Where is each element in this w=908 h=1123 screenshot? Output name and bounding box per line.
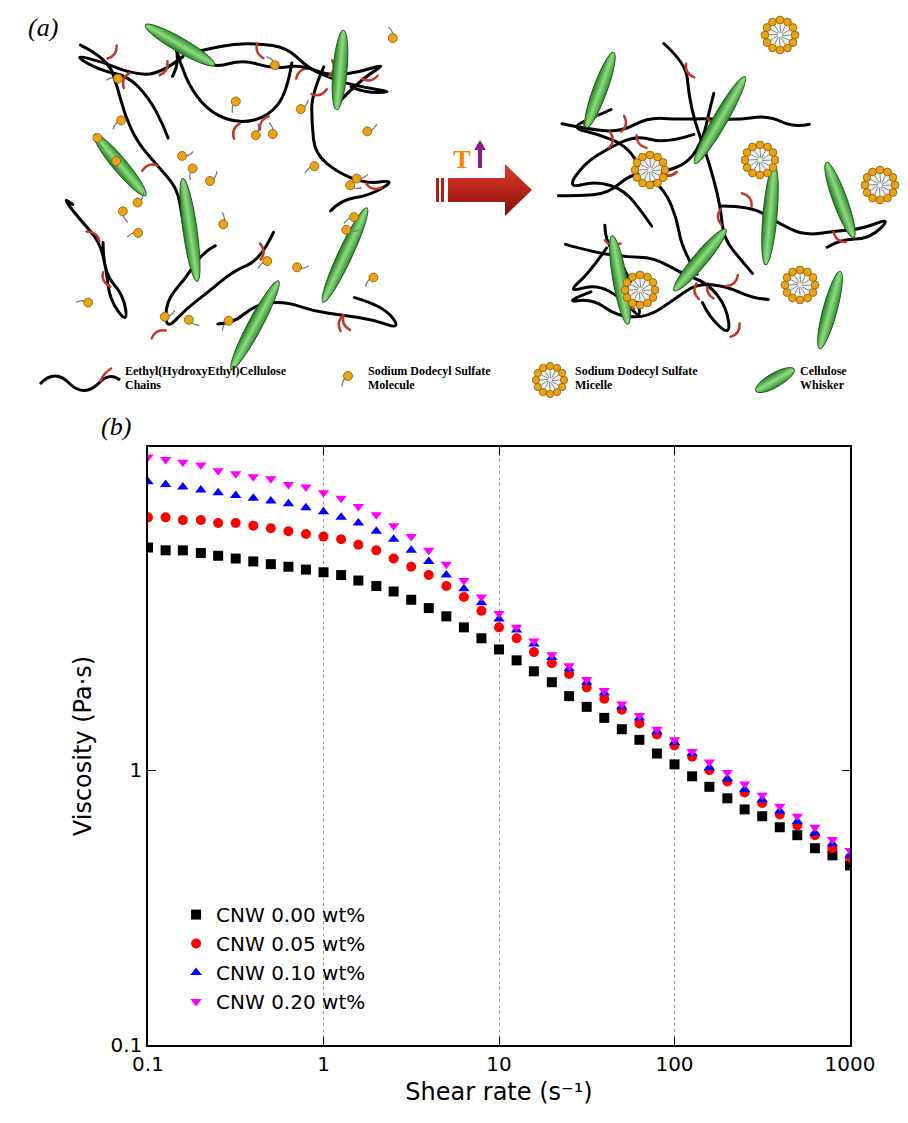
svg-text:T: T bbox=[453, 145, 470, 174]
svg-text:0.1: 0.1 bbox=[132, 1052, 164, 1076]
svg-text:CNW 0.20 wt%: CNW 0.20 wt% bbox=[216, 990, 365, 1014]
svg-text:1000: 1000 bbox=[825, 1052, 876, 1076]
svg-text:Eethyl(HydroxyEthyl)CelluloseC: Eethyl(HydroxyEthyl)CelluloseChains bbox=[125, 364, 287, 392]
svg-text:100: 100 bbox=[655, 1052, 693, 1076]
svg-text:(b): (b) bbox=[101, 412, 131, 441]
svg-text:Sodium Dodecyl SulfateMolecule: Sodium Dodecyl SulfateMolecule bbox=[368, 364, 491, 392]
svg-text:Sodium Dodecyl SulfateMicelle: Sodium Dodecyl SulfateMicelle bbox=[575, 364, 698, 392]
svg-text:1: 1 bbox=[130, 758, 143, 782]
svg-text:1: 1 bbox=[317, 1052, 330, 1076]
svg-text:CNW 0.05 wt%: CNW 0.05 wt% bbox=[216, 932, 365, 956]
svg-text:CelluloseWhisker: CelluloseWhisker bbox=[800, 364, 847, 392]
svg-text:(a): (a) bbox=[28, 13, 58, 42]
svg-text:CNW 0.10 wt%: CNW 0.10 wt% bbox=[216, 961, 365, 985]
svg-text:Viscosity (Pa·s): Viscosity (Pa·s) bbox=[69, 656, 97, 836]
svg-text:10: 10 bbox=[486, 1052, 511, 1076]
svg-text:0.1: 0.1 bbox=[110, 1033, 142, 1057]
svg-text:Shear rate (s⁻¹): Shear rate (s⁻¹) bbox=[405, 1078, 592, 1106]
svg-text:CNW 0.00 wt%: CNW 0.00 wt% bbox=[216, 903, 365, 927]
